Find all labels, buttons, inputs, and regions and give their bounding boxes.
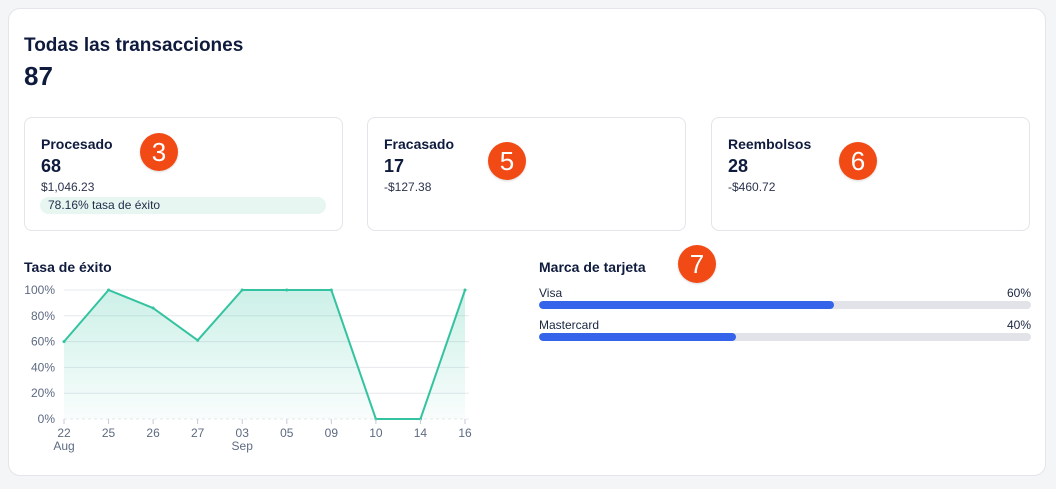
- x-tick-label: 10: [369, 426, 383, 440]
- data-point: [329, 288, 333, 292]
- brand-name: Visa: [539, 286, 563, 300]
- data-point: [285, 288, 289, 292]
- y-tick-label: 40%: [31, 360, 55, 374]
- step-badge-7: 7: [678, 245, 716, 283]
- success-chart-title: Tasa de éxito: [24, 259, 112, 275]
- card-brand-title: Marca de tarjeta: [539, 259, 646, 275]
- processed-amount: $1,046.23: [41, 180, 95, 194]
- total-transactions: 87: [24, 61, 53, 91]
- failed-amount: -$127.38: [384, 180, 432, 194]
- x-tick-label: 25: [102, 426, 116, 440]
- y-tick-label: 80%: [31, 309, 55, 323]
- y-tick-label: 100%: [24, 283, 55, 297]
- x-tick-label: 16: [458, 426, 472, 440]
- page-title: Todas las transacciones: [24, 35, 244, 56]
- data-point: [196, 338, 200, 342]
- processed-label: Procesado: [41, 136, 113, 152]
- x-tick-label: 27: [191, 426, 205, 440]
- x-tick-label: 05: [280, 426, 294, 440]
- brand-percent: 40%: [1006, 318, 1031, 332]
- y-tick-label: 20%: [31, 386, 55, 400]
- x-tick-sublabel: Sep: [232, 439, 254, 453]
- step-badge-5: 5: [488, 142, 526, 180]
- brand-bar-fill: [539, 301, 835, 309]
- x-tick-label: 26: [146, 426, 160, 440]
- failed-label: Fracasado: [384, 136, 455, 152]
- x-tick-label: 14: [414, 426, 428, 440]
- data-point: [463, 288, 467, 292]
- step-badge-3: 3: [140, 133, 178, 171]
- brand-bar-track: [539, 301, 1031, 309]
- x-tick-label: 22: [57, 426, 71, 440]
- processed-card[interactable]: Procesado 68 $1,046.23 78.16% tasa de éx…: [24, 117, 343, 231]
- brand-bar-fill: [539, 333, 736, 341]
- y-tick-label: 0%: [38, 412, 56, 426]
- refunds-label: Reembolsos: [728, 136, 812, 152]
- brand-bar-track: [539, 333, 1031, 341]
- x-tick-label: 09: [325, 426, 339, 440]
- data-point: [62, 340, 66, 344]
- data-point: [151, 306, 155, 310]
- x-tick-sublabel: Aug: [53, 439, 74, 453]
- processed-count: 68: [41, 156, 62, 176]
- success-rate-pill: 78.16% tasa de éxito: [40, 197, 326, 214]
- transactions-panel: Todas las transacciones 87 Procesado 68 …: [8, 8, 1046, 476]
- refunds-count: 28: [728, 156, 749, 176]
- refunds-card[interactable]: Reembolsos 28 -$460.72: [711, 117, 1030, 231]
- failed-card[interactable]: Fracasado 17 -$127.38: [367, 117, 686, 231]
- failed-count: 17: [384, 156, 405, 176]
- x-tick-label: 03: [236, 426, 250, 440]
- success-area: [64, 290, 465, 419]
- data-point: [107, 288, 111, 292]
- success-line: [63, 289, 466, 420]
- brand-name: Mastercard: [539, 318, 600, 332]
- step-badge-6: 6: [839, 142, 877, 180]
- refunds-amount: -$460.72: [728, 180, 776, 194]
- data-point: [240, 288, 244, 292]
- y-tick-label: 60%: [31, 335, 55, 349]
- brand-percent: 60%: [1006, 286, 1031, 300]
